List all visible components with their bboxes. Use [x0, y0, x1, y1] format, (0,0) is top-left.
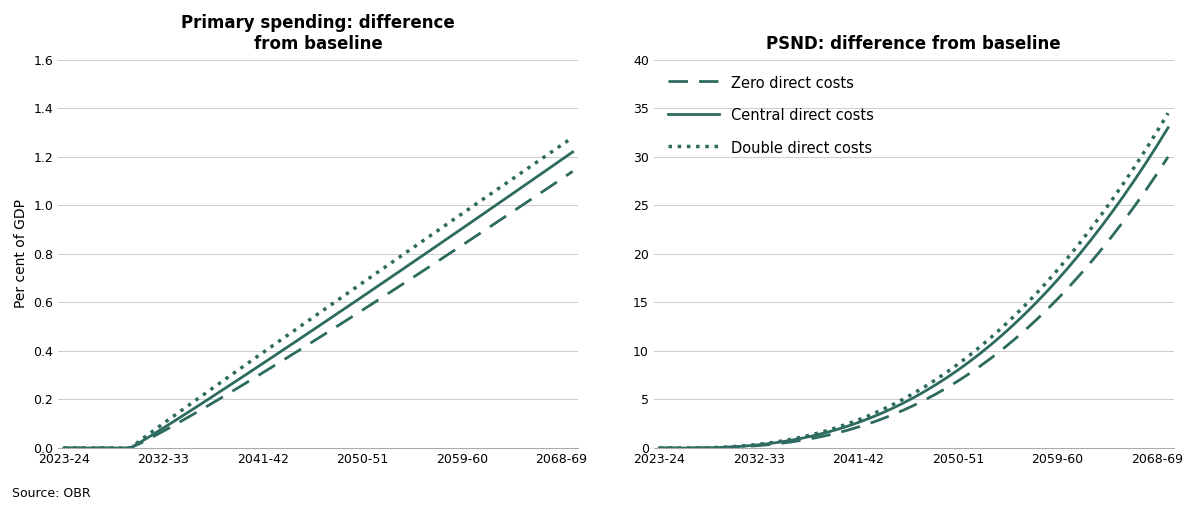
Title: PSND: difference from baseline: PSND: difference from baseline: [767, 35, 1061, 53]
Y-axis label: Per cent of GDP: Per cent of GDP: [14, 199, 28, 309]
Text: Source: OBR: Source: OBR: [12, 487, 91, 500]
Title: Primary spending: difference
from baseline: Primary spending: difference from baseli…: [181, 14, 455, 53]
Legend: Zero direct costs, Central direct costs, Double direct costs: Zero direct costs, Central direct costs,…: [661, 67, 881, 164]
